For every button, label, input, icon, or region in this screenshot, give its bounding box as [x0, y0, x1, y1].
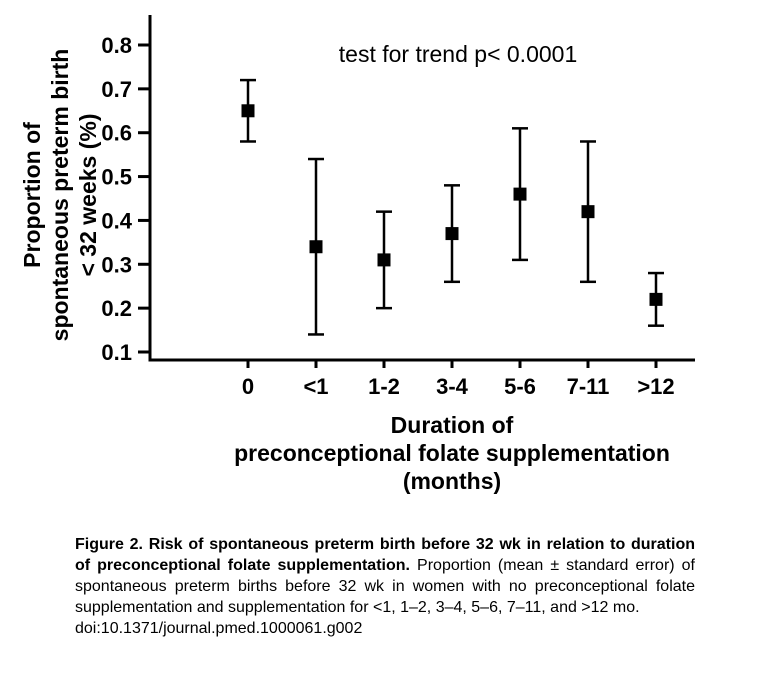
caption-title: Figure 2. Risk of spontaneous preterm bi…: [75, 536, 695, 575]
x-tick-label: 1-2: [368, 374, 400, 399]
caption-body: Proportion (mean ± standard error) of sp…: [75, 557, 696, 617]
y-tick-label: 0.6: [101, 121, 132, 146]
data-point-marker: [513, 187, 527, 201]
y-axis-title-line: Proportion of: [19, 122, 45, 268]
data-point-marker: [241, 104, 255, 118]
y-tick-label: 0.1: [101, 340, 132, 365]
x-axis-title-line: (months): [403, 468, 501, 494]
y-axis-title-line: spontaneous preterm birth: [47, 49, 73, 342]
x-tick-label: <1: [303, 374, 328, 399]
data-point-marker: [649, 292, 663, 306]
y-tick-label: 0.5: [101, 165, 132, 190]
data-point-marker: [445, 227, 459, 241]
caption-doi: doi:10.1371/journal.pmed.1000061.g002: [75, 620, 363, 638]
data-point-marker: [581, 205, 595, 219]
data-point-marker: [377, 253, 391, 267]
trend-annotation: test for trend p< 0.0001: [339, 41, 577, 67]
x-tick-label: 5-6: [504, 374, 536, 399]
x-tick-label: 0: [242, 374, 254, 399]
chart-svg: 0.1 0.2 0.3 0.4 0.5 0.6 0.7 0.8 0 <1 1-2 3-4 5-6 7-11…: [19, 15, 695, 494]
x-axis-title-line: Duration of: [391, 412, 514, 438]
y-axis-title-line: < 32 weeks (%): [75, 113, 101, 276]
x-tick-label: 7-11: [567, 374, 610, 399]
y-tick-label: 0.7: [101, 77, 132, 102]
data-point-marker: [309, 240, 323, 254]
x-tick-label: >12: [637, 374, 674, 399]
y-tick-label: 0.3: [101, 252, 132, 277]
figure-caption: Figure 2. Risk of spontaneous preterm bi…: [75, 534, 695, 640]
caption-paragraph: Figure 2. Risk of spontaneous preterm bi…: [75, 534, 695, 618]
y-tick-label: 0.8: [101, 33, 132, 58]
x-tick-label: 3-4: [436, 374, 469, 399]
y-tick-label: 0.2: [101, 296, 132, 321]
y-tick-label: 0.4: [101, 208, 132, 233]
x-axis-title-line: preconceptional folate supplementation: [234, 440, 670, 466]
